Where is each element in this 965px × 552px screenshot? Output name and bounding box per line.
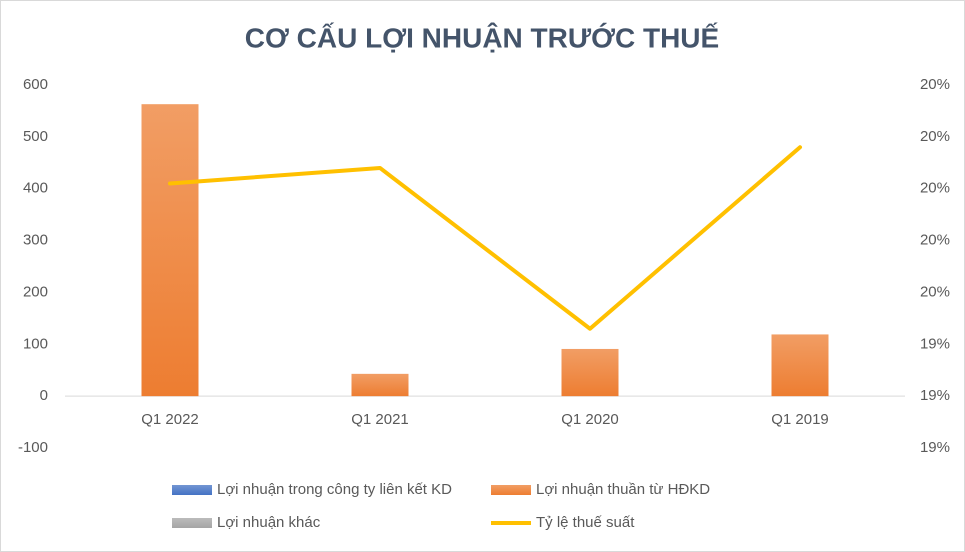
- y-tick-label: 200: [23, 283, 48, 300]
- y-tick-label: 0: [40, 387, 48, 404]
- y2-tick-label: 19%: [920, 387, 950, 404]
- x-tick-label: Q1 2022: [141, 411, 199, 428]
- y2-tick-label: 20%: [920, 232, 950, 249]
- legend-label: Lợi nhuận thuần từ HĐKD: [536, 481, 710, 498]
- x-tick-label: Q1 2020: [561, 411, 619, 428]
- y-tick-label: 600: [23, 76, 48, 93]
- legend-swatch: [491, 485, 531, 495]
- legend-swatch: [172, 485, 212, 495]
- x-tick-label: Q1 2019: [771, 411, 829, 428]
- legend-label: Lợi nhuận trong công ty liên kết KD: [217, 481, 452, 498]
- y2-tick-label: 20%: [920, 76, 950, 93]
- chart-title: CƠ CẤU LỢI NHUẬN TRƯỚC THUẾ: [245, 22, 719, 53]
- bar: [141, 104, 199, 397]
- legend-label: Tỷ lệ thuế suất: [536, 514, 635, 531]
- y2-tick-label: 20%: [920, 180, 950, 197]
- y2-tick-label: 20%: [920, 283, 950, 300]
- bar: [771, 334, 829, 397]
- y-tick-label: 100: [23, 335, 48, 352]
- y-tick-label: 500: [23, 128, 48, 145]
- line: [168, 145, 802, 331]
- x-tick-label: Q1 2021: [351, 411, 409, 428]
- y-tick-label: -100: [18, 439, 48, 456]
- bar: [561, 348, 619, 397]
- y2-tick-label: 19%: [920, 439, 950, 456]
- legend-swatch: [172, 518, 212, 528]
- bar: [351, 373, 409, 397]
- y2-tick-label: 19%: [920, 335, 950, 352]
- y2-tick-label: 20%: [920, 128, 950, 145]
- y-tick-label: 400: [23, 180, 48, 197]
- legend-label: Lợi nhuận khác: [217, 514, 321, 531]
- y-tick-label: 300: [23, 232, 48, 249]
